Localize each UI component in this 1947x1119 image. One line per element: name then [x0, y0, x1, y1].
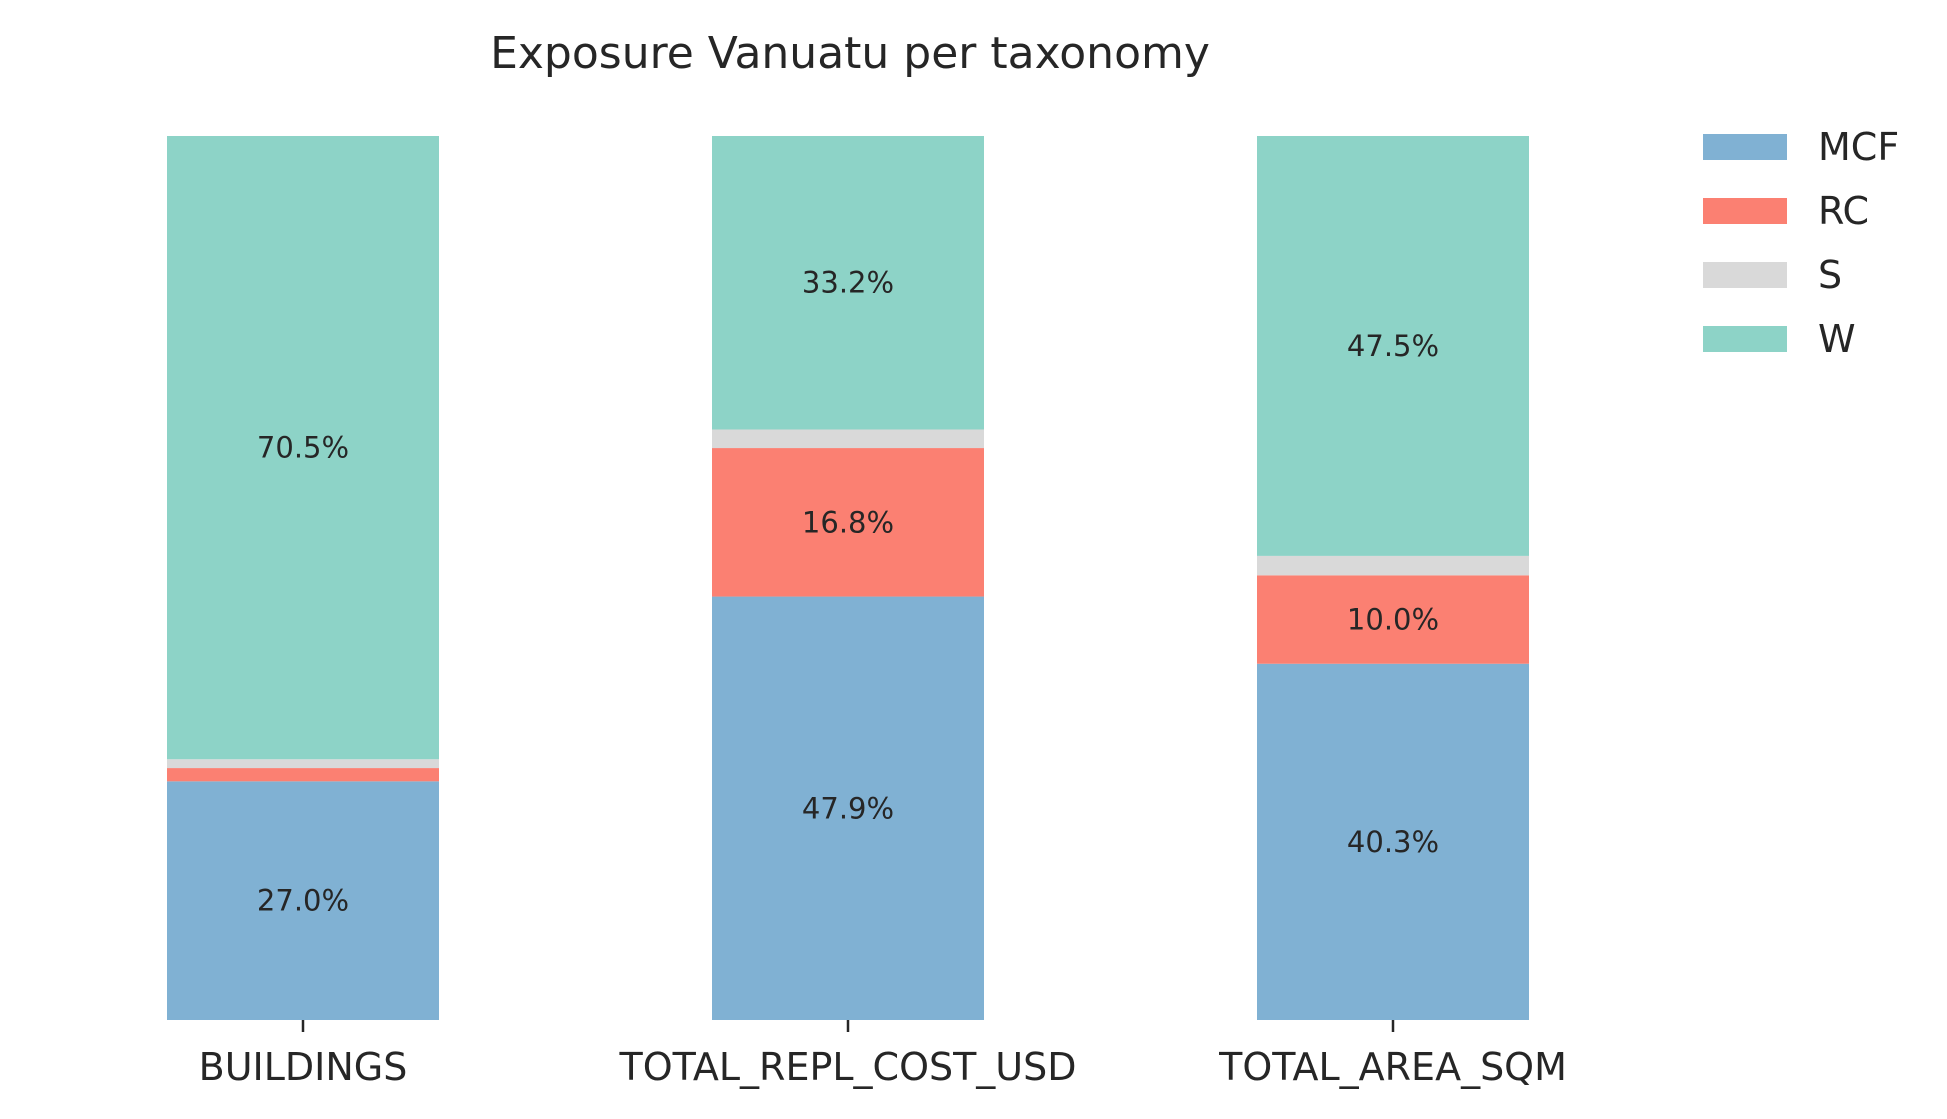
legend-swatch-rc [1703, 198, 1787, 224]
x-axis: BUILDINGS TOTAL_REPL_COST_USD TOTAL_AREA_S… [199, 1020, 1567, 1089]
chart-title: Exposure Vanuatu per taxonomy [490, 28, 1210, 79]
bar-rc-total-area-sqm [1257, 575, 1529, 664]
legend: MCF RC SW [1703, 125, 1899, 361]
data-label: 40.3% [1347, 825, 1439, 859]
bar-s-total-area-sqm [1257, 555, 1529, 576]
bar-w-total-area-sqm [1257, 136, 1529, 556]
bar-s-total-repl-cost-usd [712, 429, 984, 449]
bar-rc-total-repl-cost-usd [712, 448, 984, 597]
x-tick-label: TOTAL_REPL_COST_USD [618, 1045, 1076, 1089]
data-label: 47.5% [1347, 329, 1439, 363]
bar-rc-buildings [167, 768, 439, 782]
bar-mcf-total-repl-cost-usd [712, 596, 984, 1020]
data-label: 27.0% [257, 884, 349, 918]
legend-label-mcf: MCF [1818, 125, 1899, 169]
legend-swatch-mcf [1703, 134, 1787, 160]
bar-mcf-total-area-sqm [1257, 663, 1529, 1020]
bar-w-total-repl-cost-usd [712, 136, 984, 430]
data-label: 33.2% [802, 266, 894, 300]
x-tick-label: TOTAL_AREA_SQM [1218, 1045, 1567, 1089]
data-label: 10.0% [1347, 603, 1439, 637]
bars-group: 27.0% 70.5% 47.9% 16.8% 33.2% 40.3% 10.0% 47.5% [167, 136, 1529, 1020]
data-label: 47.9% [802, 791, 894, 825]
bar-w-buildings [167, 136, 439, 760]
data-label: 70.5% [257, 431, 349, 465]
x-tick-label: BUILDINGS [199, 1045, 408, 1089]
legend-label-s: S [1818, 253, 1842, 297]
legend-label-rc: RC [1818, 189, 1869, 233]
data-label: 16.8% [802, 505, 894, 539]
legend-label-w: W [1818, 317, 1856, 361]
bar-mcf-buildings [167, 781, 439, 1020]
bar-s-buildings [167, 759, 439, 769]
legend-swatch-s [1703, 262, 1787, 288]
legend-swatch-w [1703, 326, 1787, 352]
